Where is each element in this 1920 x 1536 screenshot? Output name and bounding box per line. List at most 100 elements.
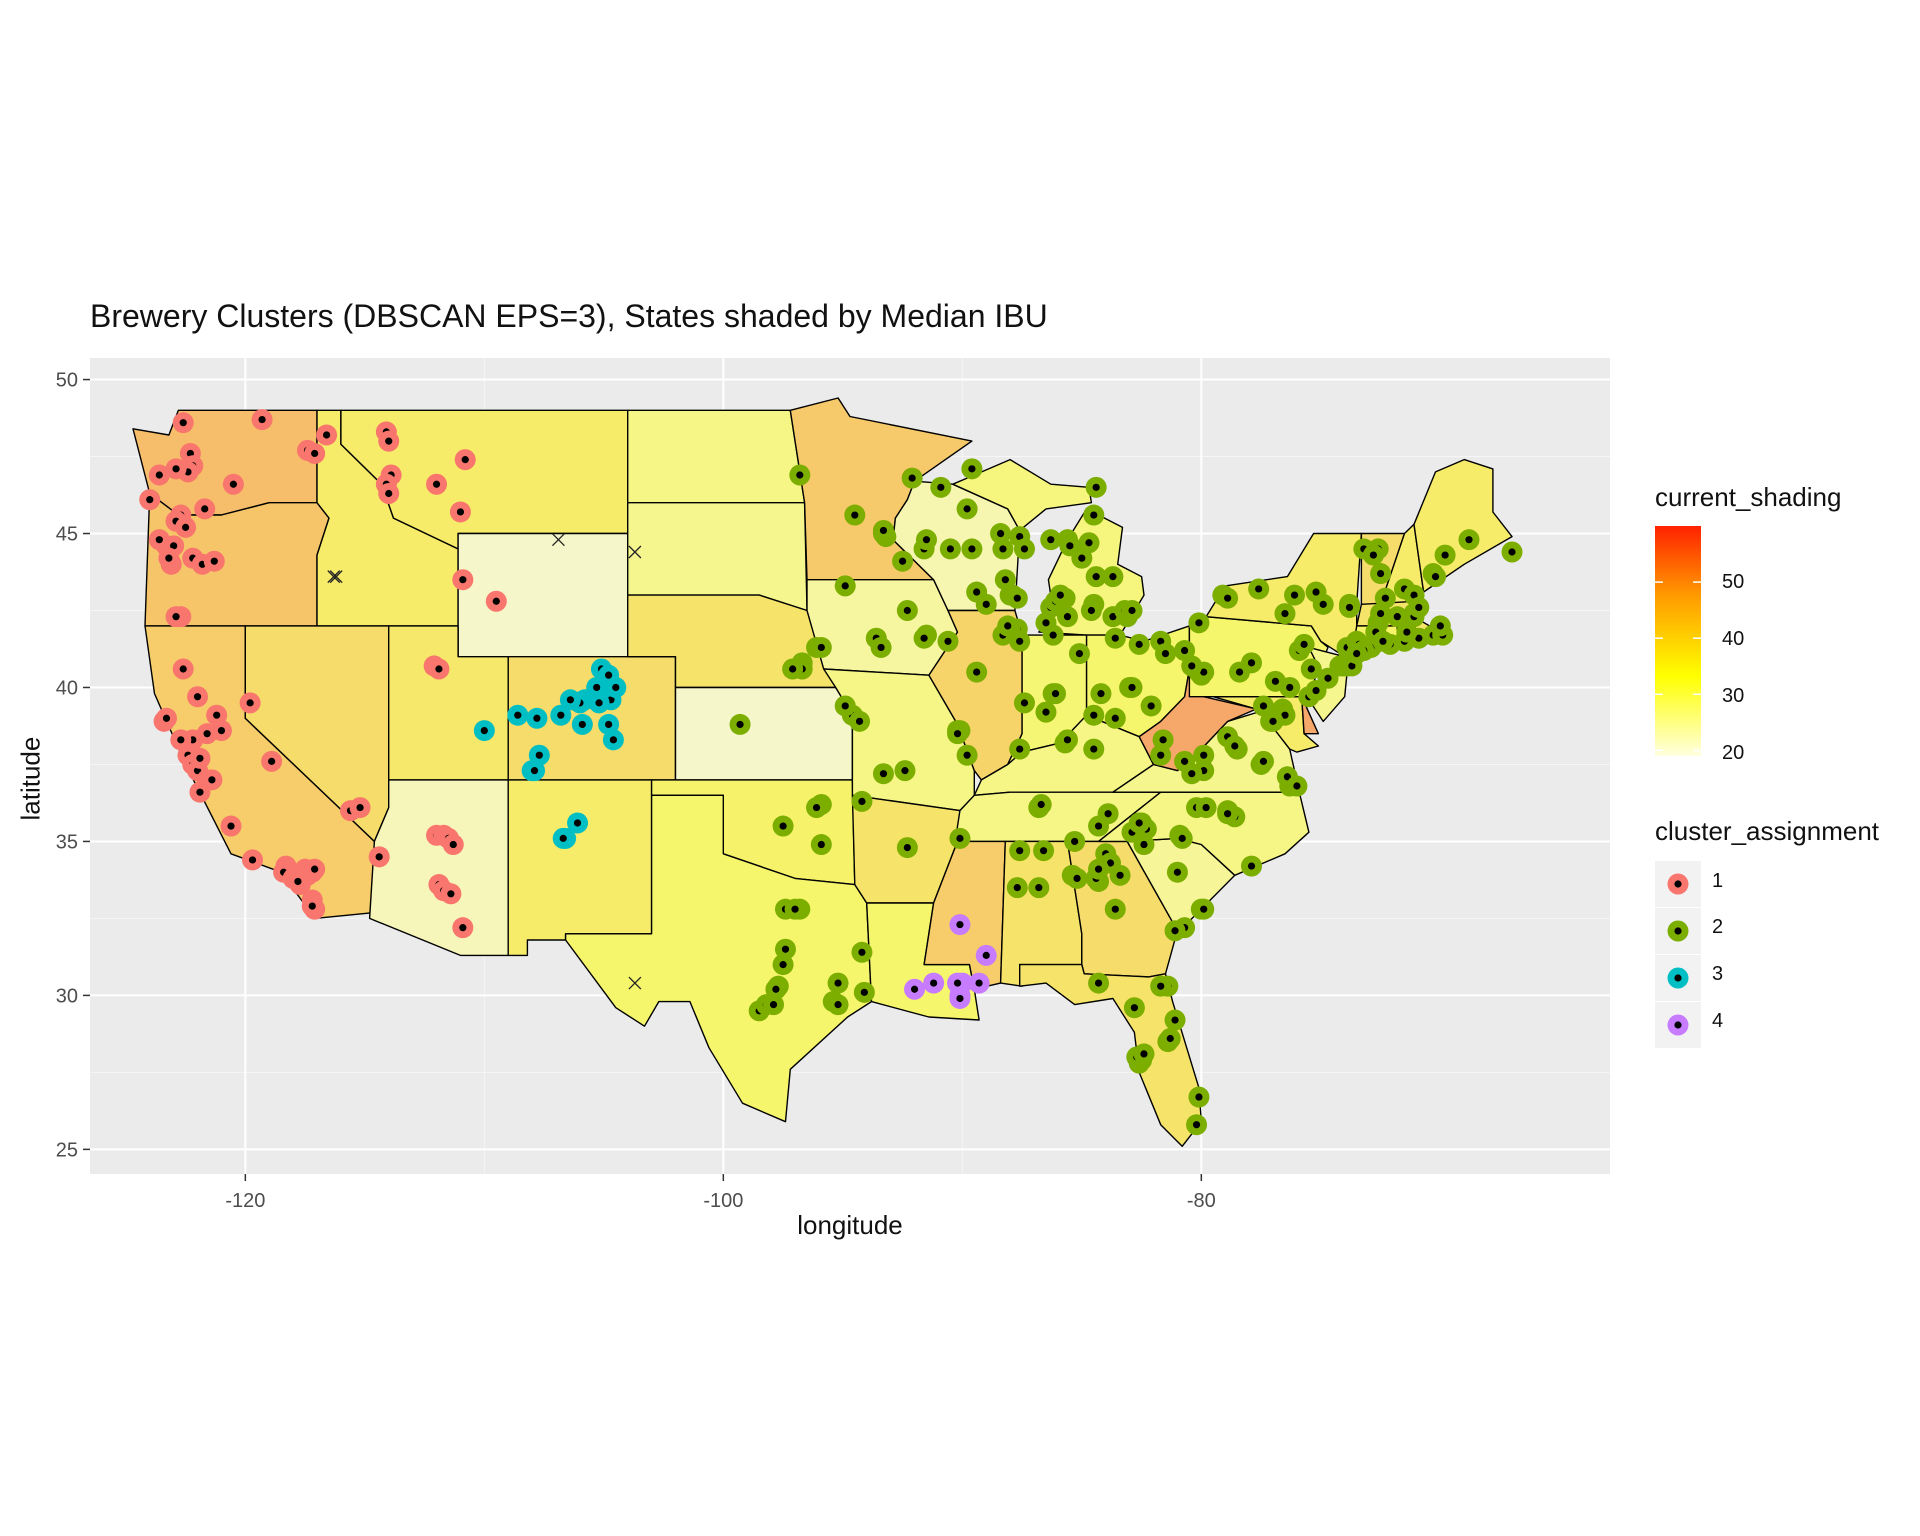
brewery-point-cluster-2 bbox=[994, 569, 1016, 591]
brewery-point-cluster-2 bbox=[1188, 1086, 1210, 1108]
brewery-point-cluster-2 bbox=[772, 954, 794, 976]
brewery-point-cluster-3 bbox=[602, 729, 624, 751]
brewery-point-cluster-1 bbox=[378, 430, 400, 452]
brewery-point-cluster-2 bbox=[729, 713, 751, 735]
brewery-point-cluster-2 bbox=[1164, 1009, 1186, 1031]
brewery-point-cluster-2 bbox=[939, 538, 961, 560]
brewery-point-cluster-2 bbox=[1241, 855, 1263, 877]
brewery-point-cluster-2 bbox=[763, 994, 785, 1016]
brewery-point-cluster-2 bbox=[1028, 877, 1050, 899]
brewery-point-cluster-2 bbox=[1159, 1028, 1181, 1050]
brewery-point-cluster-1 bbox=[139, 489, 161, 511]
state-ia bbox=[806, 579, 959, 676]
brewery-point-cluster-2 bbox=[1066, 867, 1088, 889]
y-tick-label: 50 bbox=[56, 370, 78, 392]
brewery-point-cluster-2 bbox=[1121, 676, 1143, 698]
brewery-point-cluster-2 bbox=[947, 723, 969, 745]
brewery-point-cluster-2 bbox=[870, 636, 892, 658]
y-tick-label: 30 bbox=[56, 985, 78, 1007]
brewery-point-cluster-1 bbox=[203, 550, 225, 572]
state-tx bbox=[564, 794, 873, 1123]
x-tick-label: -120 bbox=[225, 1190, 265, 1212]
brewery-point-cluster-2 bbox=[1083, 738, 1105, 760]
brewery-point-cluster-2 bbox=[1068, 643, 1090, 665]
brewery-point-cluster-2 bbox=[1174, 750, 1196, 772]
brewery-point-cluster-2 bbox=[851, 941, 873, 963]
brewery-point-cluster-2 bbox=[1171, 827, 1193, 849]
brewery-point-cluster-2 bbox=[956, 744, 978, 766]
y-tick-label: 25 bbox=[56, 1139, 78, 1161]
brewery-point-cluster-3 bbox=[605, 676, 627, 698]
brewery-point-cluster-3 bbox=[524, 760, 546, 782]
brewery-point-cluster-2 bbox=[1104, 627, 1126, 649]
brewery-point-cluster-2 bbox=[1408, 596, 1430, 618]
brewery-point-cluster-2 bbox=[810, 636, 832, 658]
y-tick-label: 45 bbox=[56, 524, 78, 546]
brewery-point-cluster-2 bbox=[772, 815, 794, 837]
brewery-point-cluster-1 bbox=[368, 846, 390, 868]
x-tick-label: -100 bbox=[703, 1190, 743, 1212]
brewery-point-cluster-2 bbox=[806, 797, 828, 819]
brewery-point-cluster-2 bbox=[1188, 612, 1210, 634]
state-wy bbox=[457, 532, 629, 658]
brewery-point-cluster-2 bbox=[1102, 566, 1124, 588]
brewery-point-cluster-2 bbox=[1150, 975, 1172, 997]
brewery-point-cluster-1 bbox=[378, 482, 400, 504]
brewery-point-cluster-3 bbox=[559, 689, 581, 711]
brewery-point-cluster-2 bbox=[1088, 972, 1110, 994]
colorbar bbox=[1655, 526, 1701, 756]
brewery-point-cluster-2 bbox=[1286, 775, 1308, 797]
brewery-point-cluster-3 bbox=[550, 704, 572, 726]
brewery-point-cluster-2 bbox=[1133, 1043, 1155, 1065]
brewery-point-cluster-1 bbox=[175, 516, 197, 538]
cluster-legend-key bbox=[1655, 1002, 1701, 1048]
brewery-point-cluster-2 bbox=[1181, 655, 1203, 677]
brewery-point-cluster-2 bbox=[1140, 695, 1162, 717]
brewery-point-cluster-1 bbox=[158, 547, 180, 569]
brewery-point-cluster-4 bbox=[923, 972, 945, 994]
brewery-point-cluster-2 bbox=[1279, 676, 1301, 698]
brewery-point-cluster-2 bbox=[1128, 812, 1150, 834]
brewery-point-cluster-2 bbox=[1049, 584, 1071, 606]
brewery-point-cluster-4 bbox=[949, 914, 971, 936]
brewery-point-cluster-3 bbox=[473, 720, 495, 742]
brewery-point-cluster-2 bbox=[765, 978, 787, 1000]
brewery-point-cluster-2 bbox=[1305, 581, 1327, 603]
brewery-point-cluster-2 bbox=[1501, 541, 1523, 563]
brewery-point-cluster-2 bbox=[1085, 476, 1107, 498]
brewery-point-cluster-1 bbox=[189, 747, 211, 769]
brewery-point-cluster-2 bbox=[1152, 729, 1174, 751]
brewery-point-cluster-2 bbox=[1083, 504, 1105, 526]
brewery-point-cluster-2 bbox=[1064, 830, 1086, 852]
brewery-point-cluster-2 bbox=[915, 529, 937, 551]
brewery-point-cluster-1 bbox=[304, 858, 326, 880]
brewery-point-cluster-3 bbox=[526, 707, 548, 729]
brewery-point-cluster-1 bbox=[148, 529, 170, 551]
state-de bbox=[1300, 696, 1320, 735]
brewery-point-cluster-2 bbox=[1370, 563, 1392, 585]
brewery-point-cluster-2 bbox=[1006, 877, 1028, 899]
brewery-point-cluster-2 bbox=[992, 538, 1014, 560]
brewery-point-cluster-2 bbox=[1104, 898, 1126, 920]
cluster-legend-key bbox=[1655, 955, 1701, 1001]
brewery-point-cluster-1 bbox=[442, 834, 464, 856]
brewery-point-cluster-1 bbox=[172, 658, 194, 680]
brewery-point-cluster-2 bbox=[1033, 840, 1055, 862]
cluster-legend-label: 1 bbox=[1712, 870, 1724, 892]
cluster-legend-key bbox=[1655, 908, 1701, 954]
brewery-point-cluster-1 bbox=[287, 870, 309, 892]
brewery-point-cluster-2 bbox=[1088, 858, 1110, 880]
brewery-point-cluster-2 bbox=[827, 994, 849, 1016]
brewery-point-cluster-2 bbox=[1121, 599, 1143, 621]
brewery-point-cluster-1 bbox=[194, 498, 216, 520]
brewery-point-cluster-2 bbox=[1006, 587, 1028, 609]
brewery-point-cluster-2 bbox=[782, 658, 804, 680]
brewery-point-cluster-2 bbox=[1274, 603, 1296, 625]
brewery-point-cluster-2 bbox=[892, 550, 914, 572]
brewery-point-cluster-2 bbox=[1193, 744, 1215, 766]
map-title: Brewery Clusters (DBSCAN EPS=3), States … bbox=[90, 298, 1048, 334]
cluster-legend-title: cluster_assignment bbox=[1655, 816, 1879, 846]
brewery-point-cluster-1 bbox=[165, 458, 187, 480]
noise-point bbox=[628, 976, 642, 990]
